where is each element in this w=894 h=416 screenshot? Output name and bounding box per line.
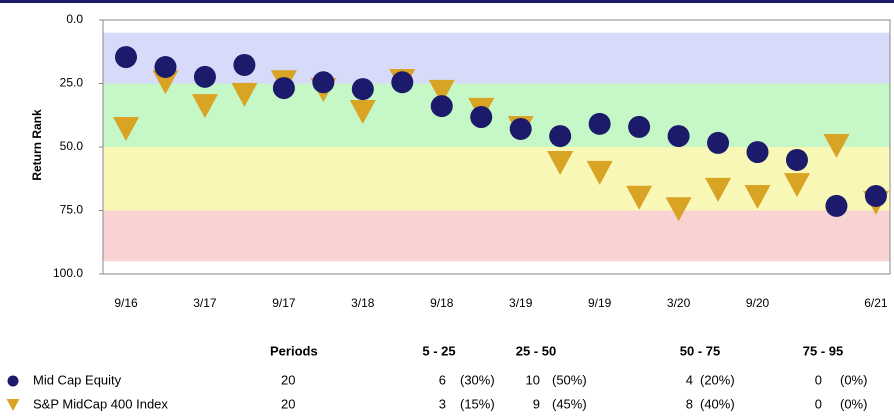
legend-swatch (7, 375, 19, 387)
point (470, 106, 493, 129)
point (823, 133, 850, 158)
point (351, 78, 374, 101)
legend-label: S&P MidCap 400 Index (33, 396, 168, 411)
point (705, 177, 732, 202)
table-header: 25 - 50 (516, 343, 556, 358)
rank-band (103, 147, 890, 211)
table-cell: (30%) (460, 372, 495, 387)
y-axis-label: Return Rank (30, 109, 44, 181)
table-cell: 4 (686, 372, 693, 387)
table-cell: 9 (533, 396, 540, 411)
point (667, 125, 690, 148)
point (115, 46, 137, 69)
table-cell: 8 (686, 396, 693, 411)
top-rule (0, 0, 894, 3)
x-tick-label: 9/17 (272, 296, 296, 310)
point (586, 160, 613, 185)
x-tick-label: 9/19 (588, 296, 612, 310)
x-tick-label: 9/20 (746, 296, 770, 310)
point (154, 55, 177, 78)
point (588, 112, 611, 135)
legend-swatch (6, 399, 20, 411)
rank-band (103, 83, 890, 147)
table-header: Periods (270, 343, 318, 358)
legend-label: Mid Cap Equity (33, 372, 122, 387)
point (746, 141, 769, 164)
y-tick-label: 0.0 (66, 12, 83, 26)
point (509, 117, 532, 140)
table-cell: (50%) (552, 372, 587, 387)
point (391, 71, 414, 94)
point (152, 70, 179, 95)
legend-marker (6, 399, 20, 411)
point (549, 125, 572, 148)
table-cell: 6 (439, 372, 446, 387)
rank-band (103, 210, 890, 262)
table-cell: 10 (526, 372, 540, 387)
point (233, 53, 256, 76)
x-tick-label: 3/19 (509, 296, 533, 310)
legend-marker (7, 375, 19, 387)
x-tick-label: 9/18 (430, 296, 454, 310)
table-cell: 20 (281, 396, 295, 411)
point (626, 185, 653, 210)
table-header: 50 - 75 (680, 343, 720, 358)
y-tick-label: 25.0 (60, 76, 84, 90)
table-header: 75 - 95 (803, 343, 843, 358)
point (783, 173, 810, 198)
table-cell: 3 (439, 396, 446, 411)
x-tick-label: 6/21 (864, 296, 888, 310)
point (193, 65, 216, 88)
table-cell: 20 (281, 372, 295, 387)
point (272, 77, 295, 100)
table-cell: (15%) (460, 396, 495, 411)
point (785, 148, 808, 171)
point (665, 197, 692, 222)
table-cell: (0%) (840, 396, 867, 411)
x-tick-label: 3/18 (351, 296, 375, 310)
point (349, 99, 376, 124)
point (430, 95, 453, 118)
table-cell: 0 (815, 372, 822, 387)
x-tick-label: 3/20 (667, 296, 691, 310)
point (864, 185, 887, 208)
point (707, 131, 730, 154)
point (191, 94, 218, 119)
point (231, 82, 258, 107)
point (825, 194, 848, 217)
table-cell: 0 (815, 396, 822, 411)
table-cell: (0%) (840, 372, 867, 387)
table-cell: (40%) (700, 396, 735, 411)
y-tick-label: 100.0 (53, 266, 83, 280)
point (428, 79, 455, 104)
table-cell: (45%) (552, 396, 587, 411)
rank-band (103, 32, 890, 84)
table-header: 5 - 25 (422, 343, 455, 358)
x-tick-label: 3/17 (193, 296, 217, 310)
point (312, 71, 335, 94)
point (113, 116, 139, 141)
y-tick-label: 75.0 (60, 203, 84, 217)
x-tick-label: 9/16 (114, 296, 138, 310)
table-cell: (20%) (700, 372, 735, 387)
point (744, 185, 771, 210)
y-tick-label: 50.0 (60, 139, 84, 153)
point (628, 115, 651, 138)
point (547, 151, 574, 176)
